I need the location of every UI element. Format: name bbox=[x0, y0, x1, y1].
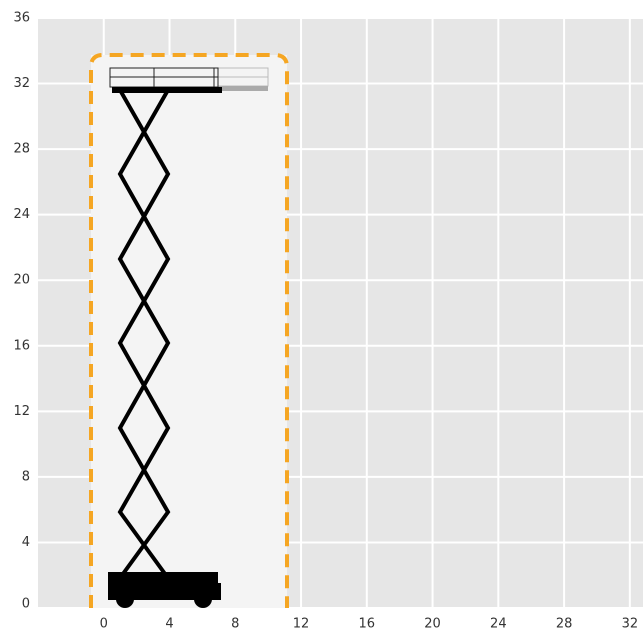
x-tick-label: 32 bbox=[622, 617, 639, 632]
chassis bbox=[108, 583, 221, 600]
y-tick-label: 0 bbox=[22, 597, 30, 612]
x-tick-label: 8 bbox=[231, 617, 239, 632]
scissor-arm bbox=[117, 89, 171, 580]
y-tick-label: 24 bbox=[13, 207, 30, 222]
x-tick-label: 20 bbox=[424, 617, 441, 632]
y-tick-label: 36 bbox=[13, 11, 30, 26]
x-tick-label: 12 bbox=[293, 617, 310, 632]
extension-deck bbox=[218, 86, 268, 91]
y-tick-label: 28 bbox=[13, 142, 30, 157]
working-envelope bbox=[89, 53, 289, 608]
x-tick-label: 4 bbox=[165, 617, 173, 632]
scissor-arm bbox=[117, 89, 171, 580]
y-tick-label: 8 bbox=[22, 469, 30, 484]
x-tick-label: 16 bbox=[359, 617, 376, 632]
scissor-lift bbox=[108, 67, 269, 608]
y-tick-label: 12 bbox=[13, 404, 30, 419]
y-tick-label: 4 bbox=[22, 535, 30, 550]
x-tick-label: 28 bbox=[556, 617, 573, 632]
wheel bbox=[116, 590, 134, 608]
y-tick-label: 32 bbox=[13, 76, 30, 91]
working-envelope-fill bbox=[91, 55, 287, 608]
y-tick-label: 20 bbox=[13, 273, 30, 288]
wheel bbox=[194, 590, 212, 608]
y-tick-label: 16 bbox=[13, 338, 30, 353]
x-tick-label: 24 bbox=[490, 617, 507, 632]
x-tick-label: 0 bbox=[100, 617, 108, 632]
